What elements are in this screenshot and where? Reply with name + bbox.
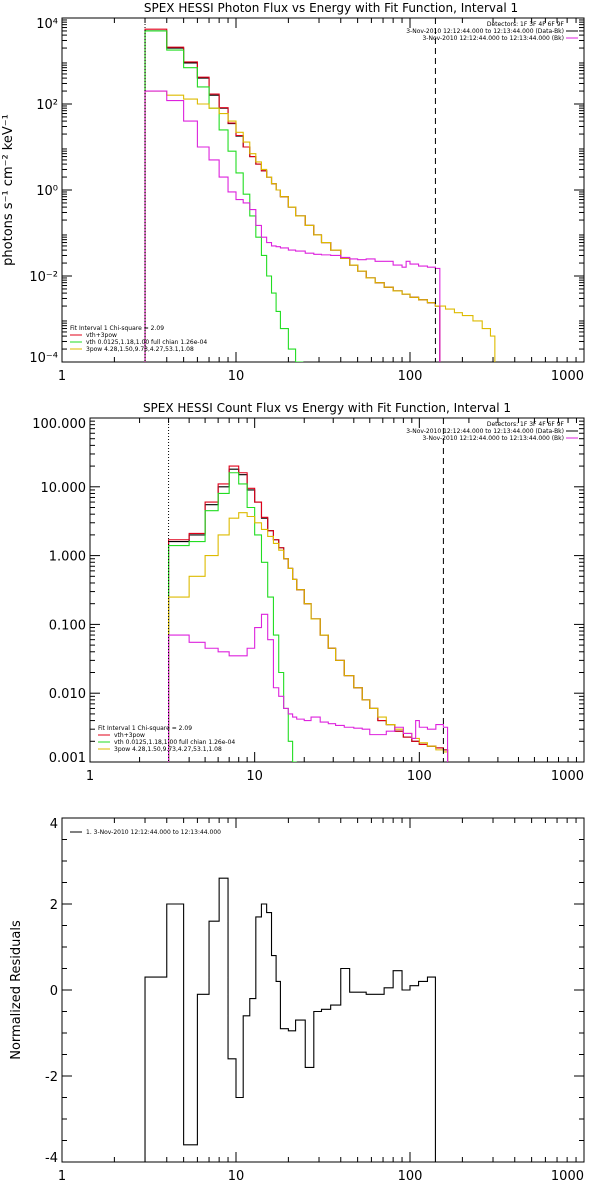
count-legend-line: Fit Interval 1 Chi-square = 2.09 [98, 725, 192, 732]
resid-x-tick-label: 1 [58, 1169, 66, 1184]
photon-legend-line: 3pow 4.28,1.50,9.73,4.27,53.1,1.08 [86, 346, 194, 353]
count-info-line: Detectors: 1F 3F 4F 6F 9F [487, 421, 565, 428]
photon-legend-line: Fit Interval 1 Chi-square = 2.09 [70, 325, 164, 332]
count-y-tick-label: 0.100 [49, 618, 86, 633]
photon-y-tick-label: 10⁻⁴ [29, 351, 58, 366]
resid-y-tick-label: 0 [50, 984, 58, 999]
resid-y-tick-label: -2 [45, 1070, 58, 1085]
count-legend-line: vth+3pow [114, 732, 145, 739]
resid-plot-frame [61, 817, 585, 1163]
count-y-tick-label: 10.000 [41, 481, 87, 496]
photon-flux-panel: SPEX HESSI Photon Flux vs Energy with Fi… [1, 1, 585, 384]
photon-x-tick-label: 1000 [551, 369, 584, 384]
photon-info-line: 3-Nov-2010 12:12:44.000 to 12:13:44.000 … [422, 35, 564, 42]
resid-series-0 [144, 877, 436, 1162]
count-x-tick-label: 100 [407, 769, 432, 784]
photon-y-tick-label: 10⁻² [29, 270, 58, 285]
resid-x-tick-label: 1000 [551, 1169, 584, 1184]
count-flux-panel: SPEX HESSI Count Flux vs Energy with Fit… [32, 401, 585, 784]
count-series-3 [168, 512, 449, 762]
resid-x-tick-label: 10 [228, 1169, 245, 1184]
resid-y-tick-label: 4 [50, 817, 58, 832]
photon-series-4 [144, 90, 441, 362]
photon-series-0 [144, 30, 441, 362]
residuals-ylabel: Normalized Residuals [9, 920, 24, 1060]
photon-x-tick-label: 10 [228, 369, 245, 384]
count-legend-line: 3pow 4.28,1.50,9.73,4.27,53.1,1.08 [114, 746, 222, 753]
count-y-tick-label: 100.000 [32, 417, 86, 432]
count-y-tick-label: 1.000 [49, 550, 86, 565]
count-info-line: 3-Nov-2010 12:12:44.000 to 12:13:44.000 … [406, 428, 564, 435]
count-series-0 [168, 468, 449, 762]
count-x-tick-label: 1000 [551, 769, 584, 784]
count-x-tick-label: 10 [246, 769, 263, 784]
count-x-tick-label: 1 [86, 769, 94, 784]
photon-series-3 [144, 90, 496, 362]
count-y-tick-label: 0.010 [49, 687, 86, 702]
photon-info-line: Detectors: 1F 3F 4F 6F 9F [487, 21, 565, 28]
count-flux-title: SPEX HESSI Count Flux vs Energy with Fit… [143, 401, 511, 415]
residuals-panel: Normalized Residuals 1 10 100 1000 -4 -2 0 2 4 1.… [9, 817, 585, 1184]
photon-info-line: 3-Nov-2010 12:12:44.000 to 12:13:44.000 … [406, 28, 564, 35]
photon-series-1 [144, 28, 441, 362]
count-series-2 [168, 472, 297, 762]
photon-x-tick-label: 100 [398, 369, 423, 384]
photon-legend-line: vth 0.0125,1.18,1.00 full chian 1.26e-04 [86, 339, 207, 346]
count-series-4 [168, 613, 449, 762]
photon-x-tick-label: 1 [58, 369, 66, 384]
resid-x-tick-label: 100 [398, 1169, 423, 1184]
count-info-line: 3-Nov-2010 12:12:44.000 to 12:13:44.000 … [422, 435, 564, 442]
resid-legend-line: 1. 3-Nov-2010 12:12:44.000 to 12:13:44.0… [86, 829, 221, 836]
photon-y-tick-label: 10⁴ [36, 17, 58, 32]
resid-y-tick-label: -4 [45, 1151, 58, 1166]
photon-plot-frame [61, 17, 585, 363]
photon-y-tick-label: 10² [36, 98, 58, 113]
photon-legend-line: vth+3pow [86, 332, 117, 339]
photon-flux-title: SPEX HESSI Photon Flux vs Energy with Fi… [144, 1, 518, 15]
count-plot-frame [89, 417, 585, 763]
count-y-tick-label: 0.001 [49, 751, 86, 766]
photon-series-2 [144, 30, 304, 362]
photon-flux-ylabel: photons s⁻¹ cm⁻² keV⁻¹ [1, 114, 16, 266]
photon-y-tick-label: 10⁰ [36, 184, 58, 199]
count-legend-line: vth 0.0125,1.18,1.00 full chian 1.26e-04 [114, 739, 235, 746]
resid-y-tick-label: 2 [50, 898, 58, 913]
